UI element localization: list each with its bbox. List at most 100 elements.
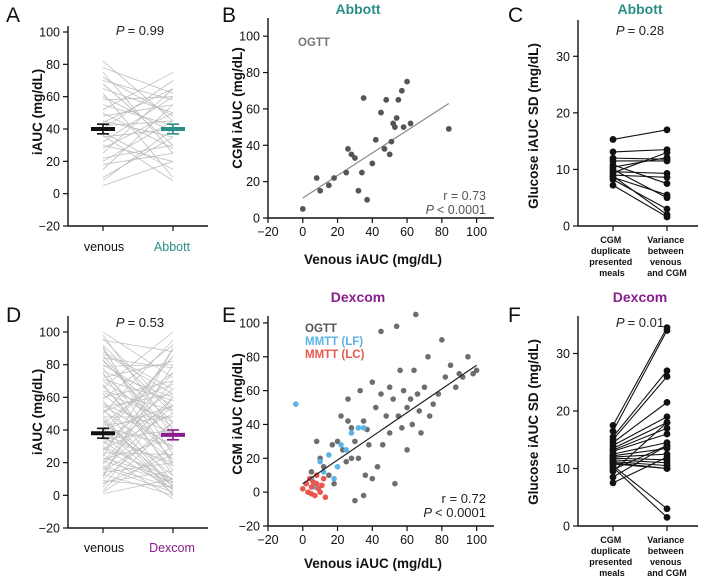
d-pair-line (102, 405, 174, 470)
f-cat-left-2: duplicate (591, 546, 631, 556)
f-pair-line (612, 453, 668, 458)
e-point-mmtt-lc (308, 491, 315, 497)
e-y-ticks: −20 0 20 40 60 80 100 (239, 316, 268, 534)
b-point (378, 109, 384, 116)
e-point-ogtt (452, 384, 459, 391)
d-pair-line (102, 380, 174, 398)
f-cat-right-4: and CGM (647, 568, 687, 578)
c-dot-right (663, 126, 671, 134)
d-y-tick-label: 60 (46, 391, 60, 405)
e-x-tick-label: 80 (435, 533, 449, 547)
e-point-ogtt (334, 438, 341, 445)
e-point-ogtt (379, 441, 386, 448)
a-pair-line (102, 76, 174, 117)
e-legend-mmtt-lf: MMTT (LF) (305, 336, 363, 348)
d-pair-line (102, 348, 174, 478)
c-paired-lines (609, 126, 671, 221)
b-y-tick-label: 0 (253, 212, 260, 226)
e-x-tick-label: −20 (257, 533, 278, 547)
panel-label-a: A (6, 4, 20, 27)
b-y-axis-label: CGM iAUC (mg/dL) (230, 47, 245, 168)
d-pair-line (102, 359, 174, 434)
c-dot-right (663, 149, 671, 156)
a-pair-line (102, 131, 174, 170)
e-legend-mmtt-lc: MMTT (LC) (305, 349, 365, 361)
d-pair-line (102, 339, 174, 352)
e-point-ogtt (456, 370, 463, 377)
f-dot-right (663, 513, 671, 521)
e-point-ogtt (352, 497, 358, 504)
a-pair-line (102, 88, 174, 114)
e-point-mmtt-lf (343, 447, 350, 453)
f-dot-right (663, 413, 671, 421)
e-point-ogtt (348, 455, 355, 462)
e-x-tick-label: 40 (365, 533, 379, 547)
e-point-ogtt (313, 438, 320, 445)
e-point-ogtt (378, 391, 384, 397)
b-point (317, 187, 324, 194)
e-point-ogtt (426, 413, 433, 419)
a-y-tick-label: 20 (46, 155, 60, 169)
f-pair-line (612, 370, 668, 438)
b-y-ticks: 0 20 40 60 80 100 (239, 30, 268, 226)
b-point (358, 169, 365, 176)
e-y-tick-label: 0 (253, 486, 260, 500)
a-cat-abbott: Abbott (154, 240, 191, 254)
a-pair-line (102, 72, 174, 154)
e-point-ogtt (362, 472, 369, 479)
f-y-tick-label: 0 (563, 520, 570, 534)
c-dot-right (663, 191, 671, 199)
e-point-ogtt (352, 438, 358, 445)
e-x-tick-label: 0 (299, 533, 306, 547)
d-pair-line (102, 410, 174, 460)
a-y-tick-label: −20 (39, 220, 60, 234)
e-point-ogtt (442, 374, 449, 380)
a-pair-line (102, 104, 174, 127)
b-x-axis-label: Venous iAUC (mg/dL) (304, 252, 442, 267)
e-point-ogtt (345, 396, 351, 402)
f-y-axis-label: Glucose iAUC SD (mg/dL) (526, 339, 541, 505)
f-p-letter: P (616, 315, 625, 330)
c-cat-left: CGM duplicate presented meals (589, 235, 635, 278)
e-p-rest: < 0.0001 (435, 505, 486, 520)
f-cat-left: CGM duplicate presented meals (589, 535, 635, 578)
b-point (383, 96, 390, 103)
a-y-tick-label: 0 (53, 187, 60, 201)
c-cat-right-1: Variance (647, 235, 684, 245)
e-point-ogtt (447, 362, 454, 369)
f-paired-lines (609, 324, 671, 521)
d-cat-venous: venous (84, 541, 124, 555)
f-cat-right-3: venous (650, 557, 682, 567)
d-pair-line (102, 356, 174, 432)
a-pair-line (102, 144, 174, 159)
d-y-axis-label: iAUC (mg/dL) (30, 369, 45, 455)
e-point-ogtt (329, 441, 336, 448)
f-title: Dexcom (613, 289, 667, 305)
d-pair-line (102, 385, 174, 460)
e-point-ogtt (425, 353, 431, 360)
c-y-tick-label: 0 (563, 220, 570, 234)
e-point-mmtt-lf (331, 475, 337, 482)
c-p-value: P = 0.28 (616, 23, 664, 38)
d-pair-line (102, 405, 174, 431)
b-x-tick-label: 0 (299, 225, 306, 239)
b-y-tick-label: 80 (246, 66, 260, 80)
b-point (393, 115, 400, 121)
e-y-tick-label: −20 (239, 520, 260, 534)
b-x-tick-label: 100 (466, 225, 487, 239)
f-pair-line (612, 463, 668, 470)
c-dot-right (663, 180, 671, 187)
e-point-ogtt (397, 367, 403, 374)
a-p-rest: = 0.99 (128, 23, 165, 38)
c-pair-line (612, 168, 668, 199)
c-dot-left (609, 172, 617, 180)
c-pair-line (612, 149, 668, 153)
d-pair-line (102, 400, 174, 483)
c-title: Abbott (617, 1, 662, 17)
b-p-value: P < 0.0001 (426, 203, 486, 217)
e-points (293, 311, 480, 504)
b-point (445, 126, 452, 132)
c-dot-left (609, 148, 617, 156)
b-x-tick-label: 40 (365, 225, 379, 239)
e-point-mmtt-lc (313, 480, 320, 487)
